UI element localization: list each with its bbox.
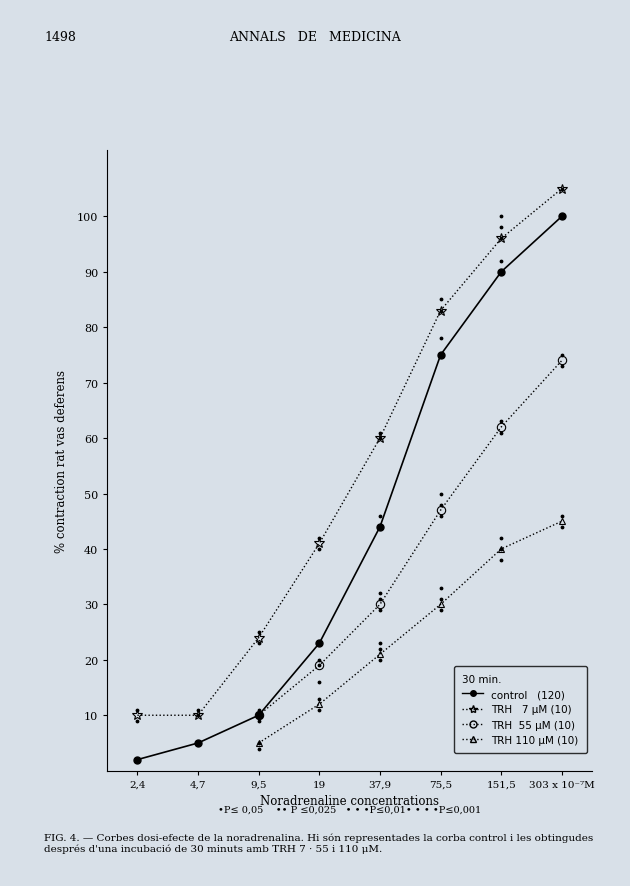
Text: •P≤ 0,05    •• P ≤0,025   • • •P≤0,01• • • •P≤0,001: •P≤ 0,05 •• P ≤0,025 • • •P≤0,01• • • •P…: [218, 804, 481, 813]
Text: ANNALS   DE   MEDICINA: ANNALS DE MEDICINA: [229, 31, 401, 44]
X-axis label: Noradrenaline concentrations: Noradrenaline concentrations: [260, 795, 439, 807]
Legend: control   (120), TRH   7 μM (10), TRH  55 μM (10), TRH 110 μM (10): control (120), TRH 7 μM (10), TRH 55 μM …: [454, 665, 587, 753]
Text: FIG. 4. — Corbes dosi-efecte de la noradrenalina. Hi són representades la corba : FIG. 4. — Corbes dosi-efecte de la norad…: [44, 833, 593, 853]
Text: 1498: 1498: [44, 31, 76, 44]
Y-axis label: % contraction rat vas deferens: % contraction rat vas deferens: [55, 369, 69, 552]
